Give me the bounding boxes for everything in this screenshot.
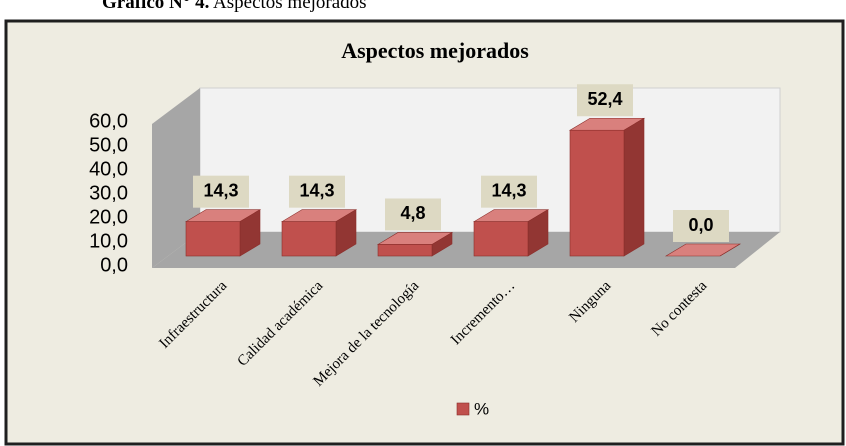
value-label: 52,4 <box>587 89 622 109</box>
y-tick-label: 40,0 <box>89 158 128 180</box>
caption-text: Aspectos mejorados <box>213 0 367 13</box>
value-label-box <box>673 210 729 242</box>
value-label-box <box>481 175 537 208</box>
legend-label: % <box>474 399 489 418</box>
y-tick-label: 60,0 <box>89 110 128 132</box>
caption: Gráfico N° 4. Aspectos mejorados <box>102 0 367 13</box>
bar <box>569 129 625 257</box>
chart-title: Aspectos mejorados <box>341 38 529 63</box>
value-label: 14,3 <box>299 180 334 200</box>
y-tick-label: 10,0 <box>89 230 128 252</box>
y-tick-label: 50,0 <box>89 134 128 156</box>
bar-side <box>719 243 741 257</box>
value-label-box <box>193 175 249 208</box>
bar <box>377 244 433 257</box>
y-tick-label: 0,0 <box>100 254 128 276</box>
bar <box>185 221 241 257</box>
value-label-box <box>289 175 345 208</box>
legend-swatch <box>456 402 470 416</box>
y-tick-label: 20,0 <box>89 206 128 228</box>
caption-number: Gráfico N° 4. <box>102 0 209 13</box>
value-label: 4,8 <box>400 203 425 223</box>
bar <box>473 221 529 257</box>
value-label-box <box>577 84 633 117</box>
value-label-box <box>385 198 441 231</box>
value-label: 14,3 <box>491 180 526 200</box>
value-label: 0,0 <box>688 215 713 235</box>
bar <box>281 221 337 257</box>
value-label: 14,3 <box>203 180 238 200</box>
y-tick-label: 30,0 <box>89 182 128 204</box>
bar-side <box>623 117 645 257</box>
